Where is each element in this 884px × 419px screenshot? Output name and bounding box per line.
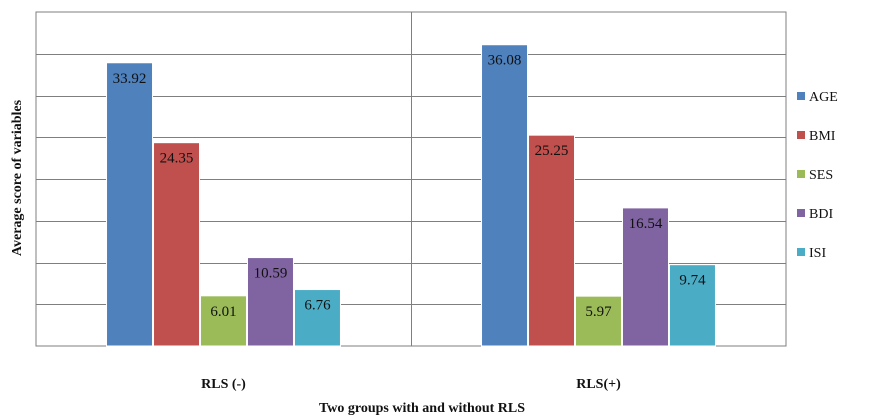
data-label: 36.08	[488, 53, 522, 69]
legend-label-age: AGE	[809, 90, 838, 105]
legend-swatch-age	[797, 92, 805, 100]
bar-age	[106, 62, 154, 347]
legend-swatch-isi	[797, 248, 805, 256]
legend-swatch-ses	[797, 170, 805, 178]
data-labels: 33.92 24.35 6.01 10.59 6.76 36.08 25.25 5.97 16.…	[113, 53, 706, 320]
data-label: 16.54	[629, 216, 663, 232]
data-label: 6.01	[210, 304, 236, 320]
data-label: 5.97	[585, 304, 612, 320]
bar-isi	[668, 264, 716, 347]
legend-label-isi: ISI	[809, 246, 826, 261]
data-label: 10.59	[254, 266, 288, 282]
legend-swatch-bmi	[797, 131, 805, 139]
x-axis-title: Two groups with and without RLS	[319, 401, 525, 416]
category-label: RLS (-)	[201, 377, 246, 392]
data-label: 6.76	[304, 298, 331, 314]
bar-ses	[200, 295, 247, 347]
legend-label-bdi: BDI	[809, 207, 833, 222]
bar-ses	[575, 295, 622, 347]
category-label: RLS(+)	[576, 377, 621, 392]
bars	[106, 44, 716, 347]
bar-bmi	[153, 142, 201, 347]
bar-bmi	[528, 134, 576, 347]
bar-bdi	[246, 257, 294, 347]
legend-swatch-bdi	[797, 209, 805, 217]
data-label: 25.25	[535, 143, 569, 159]
y-axis-title: Average score of variables	[10, 99, 25, 256]
data-label: 24.35	[160, 151, 194, 167]
bar-bdi	[621, 207, 669, 347]
category-labels: RLS (-) RLS(+)	[201, 377, 621, 392]
legend-label-ses: SES	[809, 168, 833, 183]
data-label: 33.92	[113, 71, 147, 87]
legend-label-bmi: BMI	[809, 129, 836, 144]
data-label: 9.74	[679, 273, 706, 289]
legend: AGE BMI SES BDI ISI	[797, 90, 838, 261]
bar-age	[481, 44, 529, 347]
bar-isi	[293, 289, 341, 347]
